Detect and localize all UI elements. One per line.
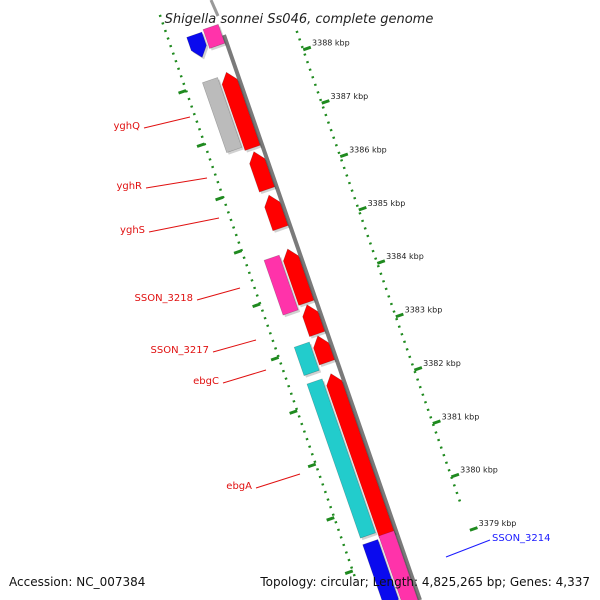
gene-label-leader (145, 177, 208, 189)
tick-label: 3383 kbp (405, 306, 443, 315)
page-title: Shigella sonnei Ss046, complete genome (165, 12, 434, 27)
major-tick (358, 205, 367, 212)
tick-label: 3381 kbp (442, 412, 480, 421)
gene-arrow (264, 194, 289, 232)
gene-label: SSON_3217 (151, 345, 210, 356)
inner-major-tick (252, 302, 261, 309)
gene-label: yghQ (114, 121, 141, 132)
backbone-stub (209, 0, 220, 17)
scale-ticks: 3388 kbp 3387 kbp 3386 kbp 3385 kbp 3384 kbp… (178, 39, 517, 575)
gene-label-leader (222, 369, 267, 384)
inner-major-tick (344, 569, 354, 575)
inner-major-tick (233, 249, 243, 255)
topology-summary: Topology: circular; Length: 4,825,265 bp… (259, 575, 590, 589)
gene-arrow (378, 530, 419, 600)
major-tick (413, 366, 423, 372)
tick-label: 3385 kbp (368, 199, 406, 208)
tick-label: 3379 kbp (479, 519, 517, 528)
gene-arrow (306, 378, 376, 539)
gene-label: yghR (116, 181, 142, 192)
accession-label: Accession: NC_007384 (9, 575, 145, 589)
gene-label: yghS (120, 225, 145, 236)
gene-arrow (283, 248, 315, 306)
inner-major-tick (215, 195, 224, 202)
tick-label: 3387 kbp (331, 92, 369, 101)
gene-features (186, 23, 420, 600)
scale-dotted-lines (158, 14, 462, 583)
tick-label: 3386 kbp (349, 145, 387, 154)
major-tick (469, 526, 478, 532)
tick-label: 3384 kbp (386, 252, 424, 261)
inner-major-tick (307, 462, 317, 469)
gene-arrow (202, 77, 243, 153)
inner-major-tick (196, 142, 206, 148)
gene-arrow (302, 304, 326, 337)
gene-label-leader (255, 473, 301, 489)
major-tick (450, 472, 460, 479)
gene-arrow (202, 23, 226, 49)
tick-label: 3380 kbp (460, 466, 498, 475)
gene-label-leader (148, 217, 220, 233)
genome-backbone (222, 34, 422, 600)
major-tick (432, 419, 441, 425)
gene-label-leader (212, 339, 257, 353)
gene-label-leader (445, 539, 491, 558)
gene-label: ebgC (193, 376, 219, 387)
outer-dotted-line (295, 30, 462, 504)
major-tick (376, 259, 386, 265)
gene-arrow (249, 151, 275, 193)
gene-arrow (313, 335, 335, 366)
major-tick (321, 99, 330, 105)
gene-arrow (263, 254, 299, 316)
gene-label: ebgA (226, 481, 252, 492)
gene-arrow (221, 71, 261, 151)
major-tick (302, 45, 312, 52)
inner-major-tick (270, 355, 280, 362)
label-leaders: yghQ yghR yghS SSON_3218 SSON_3217 ebgC ebgA SS… (114, 116, 551, 558)
gene-label: SSON_3214 (492, 533, 551, 544)
gene-arrow (293, 341, 320, 376)
major-tick (339, 152, 349, 159)
gene-arrow (186, 31, 207, 58)
inner-major-tick (289, 409, 298, 415)
gene-label-leader (143, 116, 191, 129)
inner-major-tick (326, 516, 335, 522)
gene-arrow (326, 373, 395, 539)
major-tick (395, 312, 404, 319)
tick-label: 3388 kbp (312, 39, 350, 48)
gene-label-leader (196, 287, 241, 301)
tick-label: 3382 kbp (423, 359, 461, 368)
inner-major-tick (178, 89, 187, 95)
gene-label: SSON_3218 (135, 293, 194, 304)
gene-arrow (362, 539, 399, 600)
